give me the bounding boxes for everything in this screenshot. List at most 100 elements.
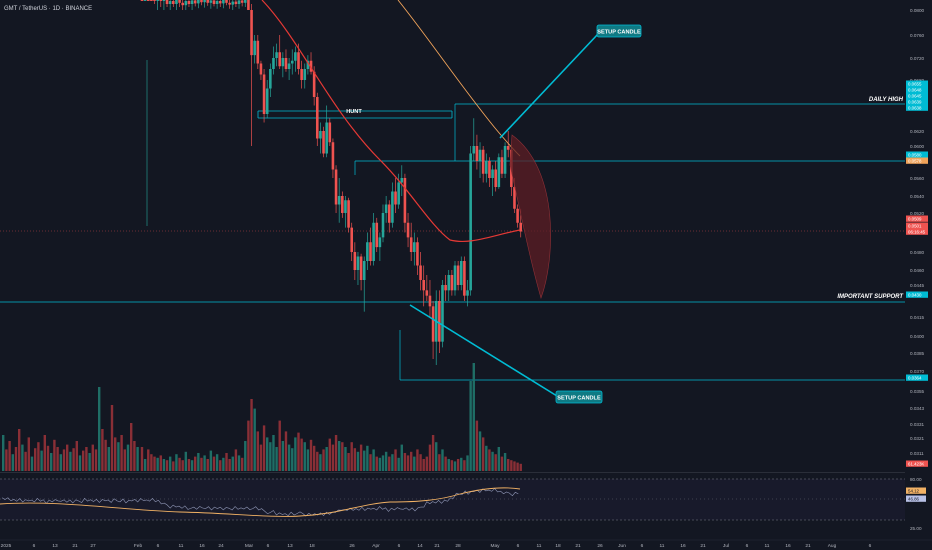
- arrow-setup-top: [499, 33, 599, 139]
- volume-bar: [472, 363, 475, 471]
- price-badge-bg: [906, 157, 928, 164]
- candle-body: [150, 0, 153, 1]
- candle-body: [259, 63, 263, 75]
- candle-body: [494, 169, 497, 187]
- time-label: 13: [287, 543, 293, 549]
- candle-body: [378, 237, 382, 248]
- candle-body: [519, 222, 523, 232]
- candle-body: [422, 280, 425, 291]
- volume-bar: [107, 447, 110, 471]
- price-tick: 0.0321: [910, 436, 924, 441]
- candle-body: [341, 196, 344, 213]
- candle-body: [384, 204, 388, 213]
- volume-bar: [66, 444, 69, 471]
- volume-bar: [82, 450, 85, 471]
- price-badge-support: 0.0430: [908, 293, 922, 298]
- volume-bar: [94, 449, 98, 471]
- price-tick: 0.0800: [910, 8, 924, 13]
- volume-bar: [287, 444, 291, 471]
- candle-body: [381, 213, 385, 238]
- volume-bar: [337, 441, 341, 471]
- candle-body: [441, 285, 444, 342]
- candle-body: [234, 1, 238, 5]
- time-label: May: [490, 543, 500, 549]
- time-axis[interactable]: 2025 6 13 21 27 Feb 6 11 16 24 Mar 6 13 18 26 Apr 6 14 21 2…: [0, 539, 932, 549]
- candle-body: [400, 178, 404, 183]
- volume-bar: [101, 429, 104, 471]
- candle-body: [453, 265, 457, 291]
- time-label: 6: [517, 543, 520, 549]
- volume-bar: [350, 442, 353, 471]
- candle-body: [247, 0, 250, 10]
- candle-body: [253, 40, 256, 56]
- candle-body: [478, 149, 482, 161]
- candle-body: [222, 0, 225, 4]
- candle-body: [344, 200, 347, 213]
- price-badge-volume: 61.423K: [908, 462, 924, 467]
- volume-bar: [372, 449, 375, 471]
- volume-bar: [428, 444, 432, 471]
- volume-bar: [516, 462, 519, 471]
- candle-body: [265, 88, 269, 114]
- candle-body: [184, 0, 188, 6]
- volume-bar: [212, 456, 216, 471]
- volume-bar: [53, 439, 56, 471]
- price-badge-bg: [906, 98, 928, 105]
- candle-body: [387, 204, 391, 223]
- time-label: 26: [597, 543, 603, 549]
- time-label: 18: [555, 543, 561, 549]
- volume-bar: [178, 457, 181, 471]
- price-axis[interactable]: 0.08000.07600.07200.06800.06200.06000.05…: [905, 0, 932, 540]
- candle-body: [172, 0, 175, 4]
- candle-body: [190, 0, 194, 4]
- volume-bar: [114, 437, 117, 471]
- time-label: 6: [398, 543, 401, 549]
- volume-bar: [78, 455, 82, 471]
- volume-bar: [513, 461, 516, 471]
- candle-body: [168, 0, 172, 4]
- volume-bar: [50, 453, 53, 471]
- volume-bar: [56, 447, 59, 471]
- candle-body: [469, 153, 472, 291]
- volume-bar: [406, 455, 410, 471]
- time-label: 6: [267, 543, 270, 549]
- volume-bar: [5, 449, 8, 471]
- candle-body: [475, 146, 479, 161]
- candle-body: [369, 242, 372, 261]
- time-label: Aug: [828, 543, 837, 549]
- price-badge-bg: [906, 104, 928, 111]
- volume-bars: [2, 363, 522, 471]
- volume-bar: [447, 459, 450, 471]
- candle-body: [197, 0, 200, 4]
- candle-body: [306, 60, 310, 69]
- volume-bar: [494, 454, 497, 471]
- volume-bar: [488, 449, 491, 471]
- volume-bar: [466, 455, 469, 471]
- candle-body: [240, 0, 244, 3]
- volume-bar: [91, 444, 94, 471]
- price-badge-daily-high-4: 0.0639: [908, 100, 922, 105]
- candle-body: [459, 261, 463, 285]
- volume-bar: [381, 455, 385, 471]
- volume-bar: [334, 435, 338, 471]
- volume-bar: [453, 461, 457, 471]
- volume-bar: [150, 454, 153, 471]
- volume-bar: [507, 459, 510, 471]
- rsi-band: [0, 479, 905, 520]
- price-tick: 0.0520: [910, 211, 924, 216]
- volume-bar: [21, 444, 24, 471]
- volume-bar: [18, 429, 21, 471]
- candle-body: [159, 0, 163, 1]
- volume-bar: [165, 460, 169, 471]
- candle-body: [225, 0, 228, 3]
- volume-bar: [37, 442, 40, 471]
- volume-bar: [284, 431, 288, 471]
- candle-body: [212, 0, 216, 4]
- candle-body: [328, 122, 332, 143]
- time-label: 11: [765, 543, 770, 549]
- volume-bar: [117, 442, 120, 471]
- candle-body: [450, 275, 454, 291]
- price-badge-level: 0.0580: [908, 153, 922, 158]
- time-label: 11: [179, 543, 184, 549]
- candle-body: [309, 60, 313, 72]
